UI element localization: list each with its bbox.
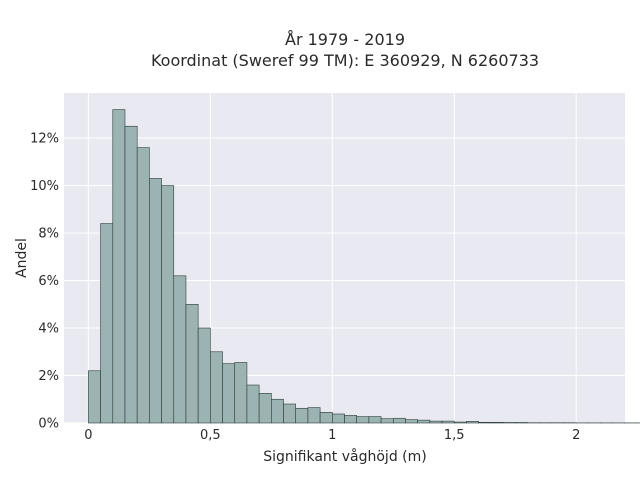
x-tick-label: 1,5 [444, 428, 465, 443]
y-tick-label: 8% [38, 227, 59, 242]
y-tick-label: 2% [38, 369, 59, 384]
y-axis-label: Andel [14, 238, 30, 278]
histogram-bar [295, 407, 309, 424]
y-axis-ticks: 0% 2% 4% 6% 8% 10% 12% [30, 132, 59, 432]
histogram-bar [319, 412, 333, 424]
histogram-bar [453, 421, 467, 424]
histogram-bar [149, 178, 162, 424]
histogram-bar [368, 416, 382, 424]
histogram-bar [185, 303, 199, 424]
y-tick-label: 6% [38, 274, 59, 289]
histogram-bar [417, 419, 431, 424]
histogram-bar [490, 421, 504, 424]
x-tick-label: 0,5 [200, 428, 221, 443]
histogram-bar [392, 417, 406, 424]
y-tick-label: 4% [38, 322, 59, 337]
histogram-bar [124, 125, 138, 424]
histogram-bar [307, 407, 321, 424]
histogram-bar [380, 418, 394, 424]
histogram-bar [112, 109, 126, 424]
histogram-bar [173, 275, 187, 424]
histogram-bar [136, 147, 150, 424]
x-tick-label: 0 [84, 428, 92, 443]
chart-title-line-2: Koordinat (Sweref 99 TM): E 360929, N 62… [151, 51, 539, 70]
histogram-bar [441, 420, 455, 424]
histogram-bar [283, 403, 297, 424]
histogram-bar [88, 370, 101, 424]
histogram-bar [405, 419, 418, 424]
histogram-bar [271, 398, 284, 424]
histogram-bar [429, 420, 443, 424]
histogram-bar [246, 384, 260, 424]
x-axis-ticks: 0 0,5 1 1,5 2 [84, 428, 580, 443]
histogram-bar [478, 421, 492, 424]
y-tick-label: 12% [30, 132, 59, 147]
histogram-bar [210, 351, 223, 424]
x-axis-label: Signifikant våghöjd (m) [263, 448, 426, 465]
x-tick-label: 2 [572, 428, 580, 443]
x-tick-label: 1 [328, 428, 336, 443]
y-tick-label: 10% [30, 179, 59, 194]
histogram-bar [100, 223, 114, 424]
histogram-bar [197, 327, 211, 424]
histogram-bar [356, 416, 370, 424]
histogram-bar [258, 393, 272, 424]
histogram-bar [466, 421, 479, 424]
histogram-bar [222, 363, 236, 424]
histogram-bar [234, 362, 248, 424]
chart-title-line-1: År 1979 - 2019 [285, 30, 405, 49]
histogram-bars [88, 109, 640, 424]
y-tick-label: 0% [38, 417, 59, 432]
histogram-bar [332, 413, 345, 424]
histogram-bar [161, 185, 175, 424]
histogram-bar [344, 415, 357, 424]
